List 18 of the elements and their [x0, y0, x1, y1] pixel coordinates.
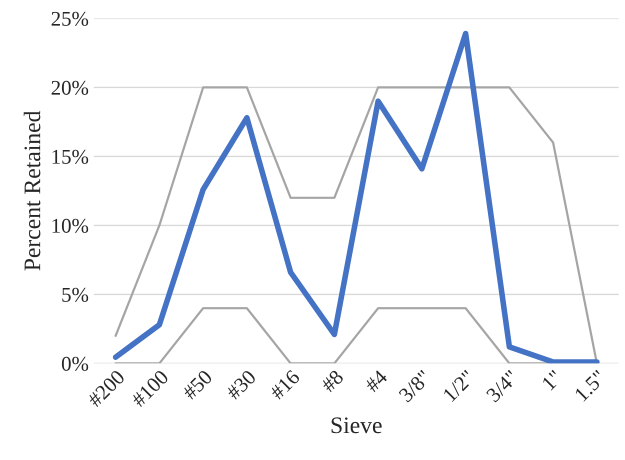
y-tick-label: 0% — [62, 356, 88, 371]
x-tick-label: 1" — [542, 370, 562, 391]
x-tick-label: #8 — [320, 369, 344, 394]
x-tick-label: 1/2" — [442, 370, 476, 402]
x-tick-label: 3/4" — [486, 370, 519, 403]
x-tick-label: #50 — [182, 369, 213, 400]
y-tick-label: 15% — [52, 150, 88, 164]
x-tick-label: 1.5" — [574, 370, 606, 402]
x-tick-label: #16 — [269, 369, 301, 400]
y-tick-label: 5% — [62, 288, 88, 302]
y-tick-label: 25% — [52, 12, 88, 26]
y-axis-title: Percent Retained — [24, 110, 40, 271]
y-tick-label: 10% — [52, 218, 88, 233]
x-tick-label: #4 — [364, 369, 388, 393]
x-axis-title: Sieve — [332, 417, 382, 434]
x-tick-label: 3/8" — [398, 370, 432, 403]
y-tick-label: 20% — [52, 80, 88, 95]
x-tick-label: #30 — [225, 369, 257, 400]
